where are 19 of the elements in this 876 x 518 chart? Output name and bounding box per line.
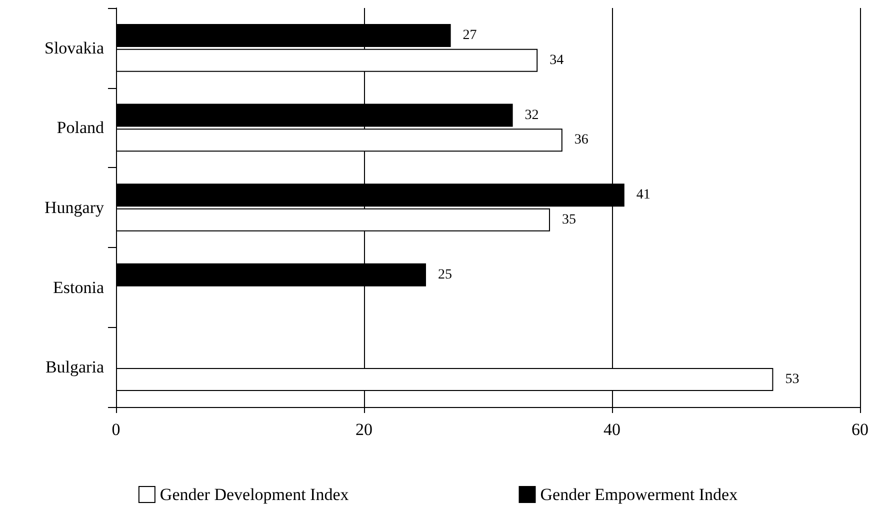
y-tick-label: Slovakia xyxy=(44,38,104,58)
data-label: 34 xyxy=(550,52,564,68)
data-label: 41 xyxy=(636,188,650,203)
legend-label: Gender Empowerment Index xyxy=(540,485,738,504)
y-tick-label: Bulgaria xyxy=(45,358,104,377)
data-label: 27 xyxy=(462,28,477,43)
data-label: 36 xyxy=(574,132,588,148)
data-label: 53 xyxy=(785,372,800,388)
data-label: 32 xyxy=(524,108,539,123)
data-label: 25 xyxy=(438,267,452,282)
y-tick-label: Poland xyxy=(56,118,104,138)
y-tick-label: Estonia xyxy=(53,278,104,297)
x-tick-label: 40 xyxy=(604,420,620,439)
x-tick-label: 60 xyxy=(852,420,868,439)
data-label: 35 xyxy=(562,212,576,228)
y-tick-label: Hungary xyxy=(44,198,104,217)
x-tick-label: 0 xyxy=(112,420,120,439)
x-tick-label: 20 xyxy=(356,420,372,439)
legend-label: Gender Development Index xyxy=(160,485,350,504)
